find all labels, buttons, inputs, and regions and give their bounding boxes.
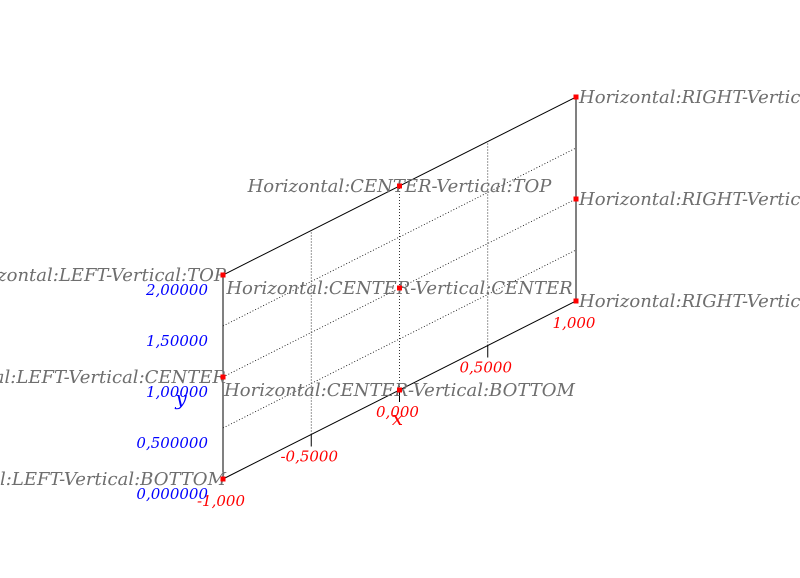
x-tick-label-2: 0,000 bbox=[376, 403, 419, 421]
x-tick-label-3: 0,5000 bbox=[460, 359, 513, 377]
y-tick-label-1: 0,500000 bbox=[136, 434, 208, 452]
data-point-8 bbox=[573, 298, 579, 304]
point-label-6: Horizontal:RIGHT-Vertical:TOP bbox=[578, 87, 800, 108]
point-label-7: Horizontal:RIGHT-Vertical:CENTER bbox=[578, 189, 800, 210]
y-tick-label-3: 1,50000 bbox=[146, 332, 208, 350]
data-point-6 bbox=[573, 94, 579, 100]
point-label-2: Horizontal:LEFT-Vertical:BOTTOM bbox=[0, 469, 227, 490]
x-tick-label-4: 1,000 bbox=[553, 314, 596, 332]
data-point-4 bbox=[397, 285, 402, 291]
data-point-5 bbox=[397, 387, 402, 393]
point-label-1: Horizontal:LEFT-Vertical:CENTER bbox=[0, 367, 226, 388]
y-tick-label-2: 1,00000 bbox=[146, 383, 208, 401]
data-point-0 bbox=[220, 272, 226, 278]
y-axis-name: y bbox=[174, 386, 187, 410]
data-point-2 bbox=[220, 476, 226, 482]
point-label-8: Horizontal:RIGHT-Vertical:BOTTOM bbox=[578, 291, 800, 312]
data-point-3 bbox=[397, 183, 402, 189]
x-tick-label-0: -1,000 bbox=[197, 492, 245, 510]
data-point-1 bbox=[220, 374, 226, 380]
y-tick-label-0: 0,000000 bbox=[136, 485, 208, 503]
x-tick-label-1: -0,5000 bbox=[280, 448, 338, 466]
y-tick-label-4: 2,00000 bbox=[145, 281, 208, 299]
x-axis-name: x bbox=[392, 406, 403, 430]
point-label-0: Horizontal:LEFT-Vertical:TOP bbox=[0, 265, 227, 286]
data-point-7 bbox=[573, 196, 579, 202]
